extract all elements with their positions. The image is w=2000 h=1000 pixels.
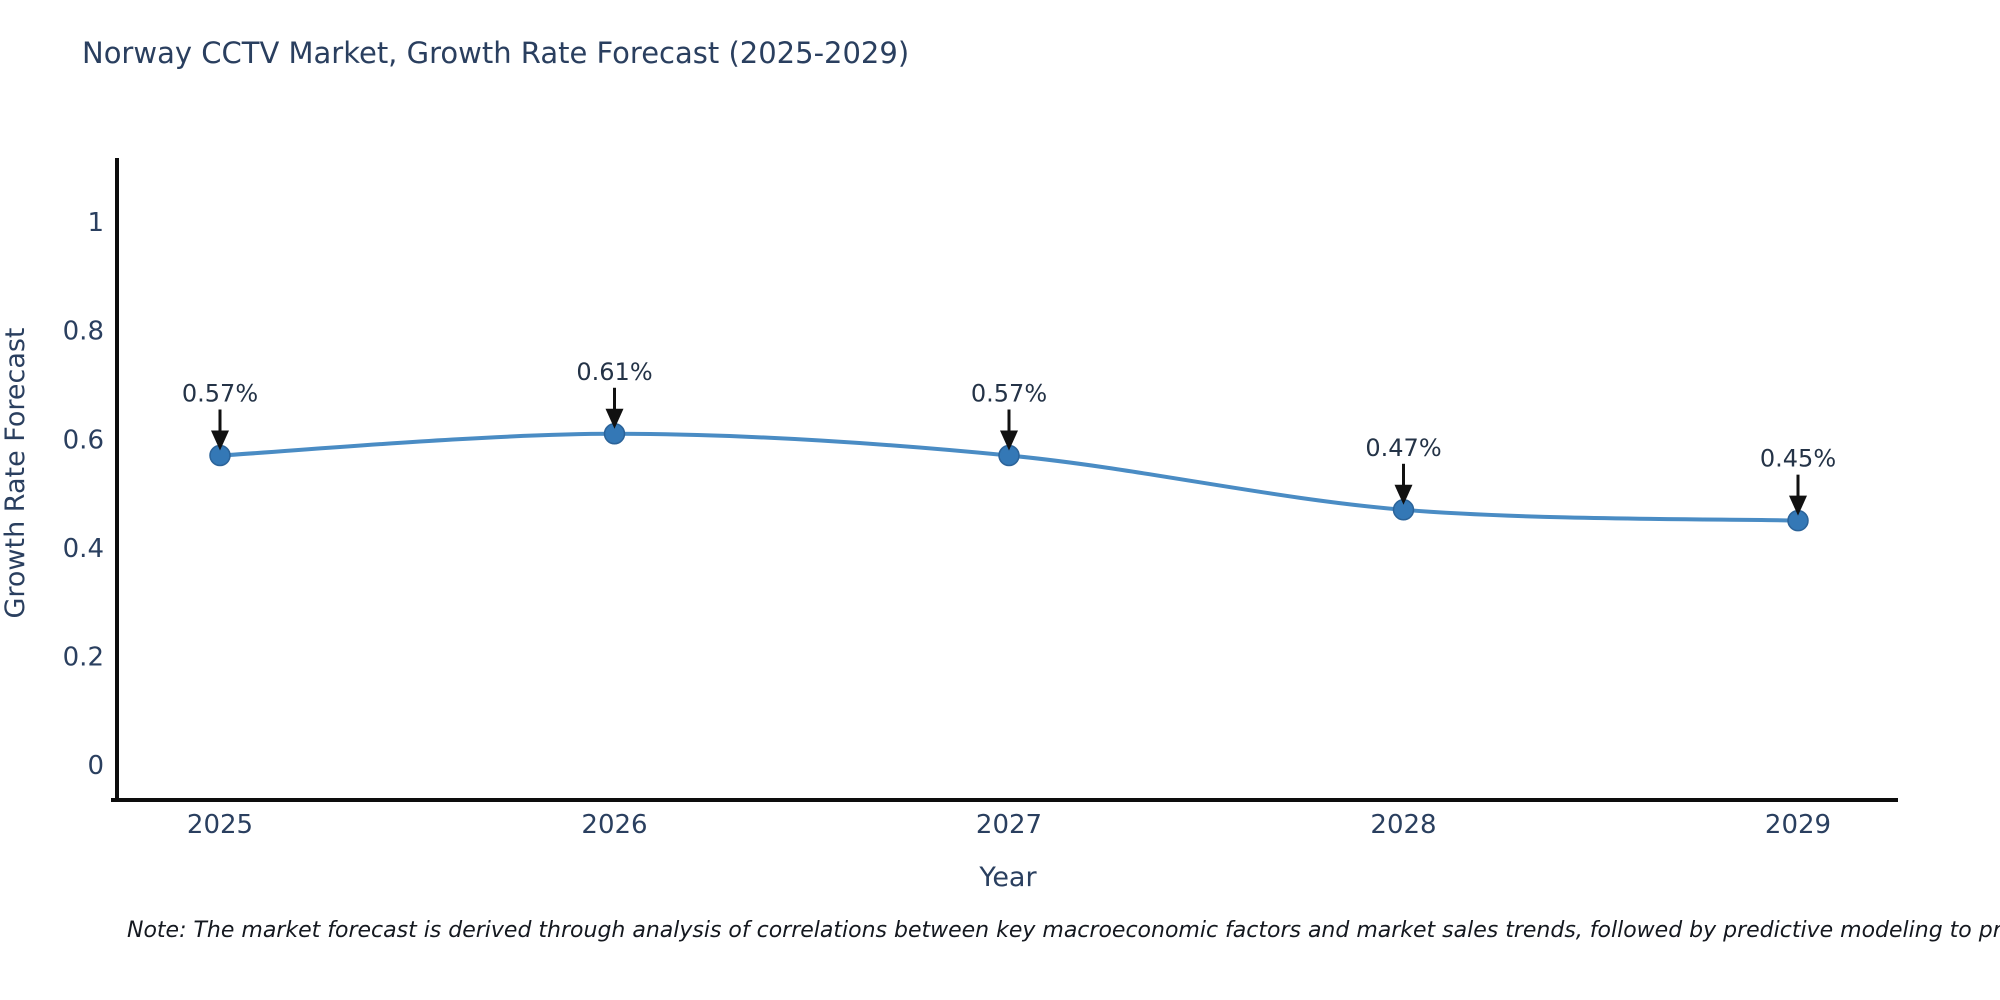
y-tick-label: 0.6 [63,425,104,455]
chart-title: Norway CCTV Market, Growth Rate Forecast… [82,36,910,70]
annotation-arrowhead-icon [1000,430,1018,451]
x-axis-tick-labels: 2025 2026 2027 2028 2029 [187,810,1831,840]
point-annotation: 0.61% [576,358,653,429]
point-annotation-label: 0.47% [1365,434,1441,462]
y-tick-label: 0 [87,751,104,781]
y-tick-label: 0.4 [63,534,104,564]
point-annotation: 0.45% [1760,445,1836,516]
point-annotation-label: 0.45% [1760,445,1836,473]
x-axis-title: Year [978,862,1037,893]
annotation-arrowhead-icon [1789,495,1807,516]
point-annotation: 0.57% [971,379,1047,451]
y-axis-tick-labels: 0 0.2 0.4 0.6 0.8 1 [63,208,104,781]
annotation-arrowhead-icon [1394,484,1413,505]
point-annotation-label: 0.57% [971,379,1047,407]
point-annotation-label: 0.61% [576,358,652,386]
x-tick-label: 2025 [187,810,253,840]
point-annotations: 0.57% 0.61% 0.57% 0.47% 0.45% [182,358,1836,516]
y-tick-label: 0.2 [63,643,104,673]
x-tick-label: 2026 [581,810,647,840]
footnote-text: Note: The market forecast is derived thr… [127,918,2000,943]
x-tick-label: 2027 [976,810,1042,840]
y-tick-label: 0.8 [63,317,104,347]
point-annotation-label: 0.57% [182,379,258,407]
point-annotation: 0.57% [182,379,258,451]
annotation-arrowhead-icon [605,408,624,429]
x-tick-label: 2028 [1370,810,1436,840]
x-tick-label: 2029 [1765,810,1831,840]
annotation-arrowhead-icon [211,430,229,451]
y-tick-label: 1 [87,208,104,238]
y-axis-title: Growth Rate Forecast [0,327,31,618]
point-annotation: 0.47% [1365,434,1442,505]
